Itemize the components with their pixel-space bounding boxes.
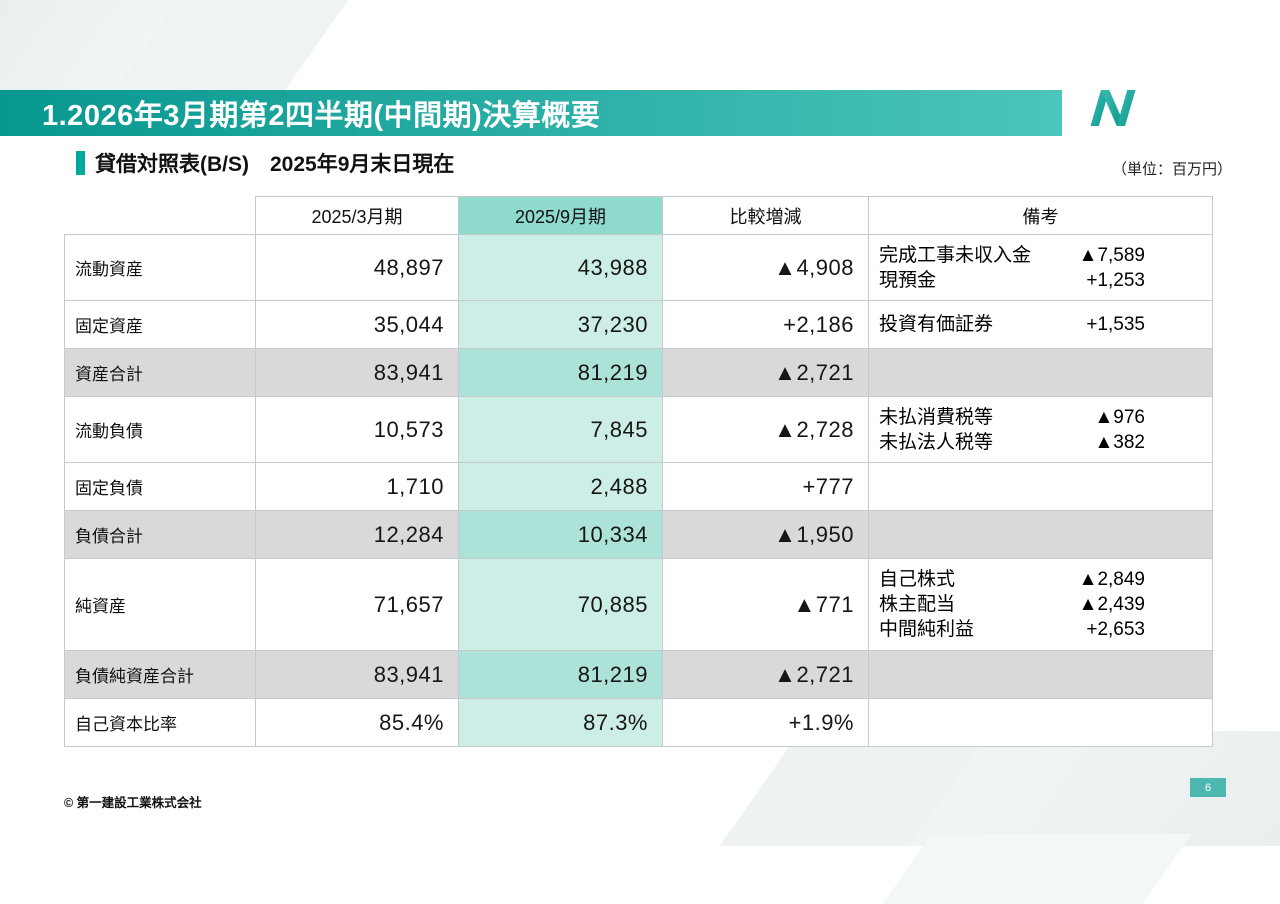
table-row: 資産合計 83,941 81,219 ▲2,721 xyxy=(64,348,1213,397)
difference-value: +2,186 xyxy=(662,300,869,349)
notes-cell: 自己株式 ▲2,849 株主配当 ▲2,439 中間純利益 +2,653 xyxy=(868,558,1213,651)
difference-value: +777 xyxy=(662,462,869,511)
row-label: 純資産 xyxy=(64,558,256,651)
note-item: 中間純利益 +2,653 xyxy=(879,617,1202,642)
table-row: 流動負債 10,573 7,845 ▲2,728 未払消費税等 ▲976 未払法人税等 ▲38… xyxy=(64,396,1213,463)
difference-value: ▲2,728 xyxy=(662,396,869,463)
note-item: 未払法人税等 ▲382 xyxy=(879,430,1202,455)
note-value: ▲976 xyxy=(1094,406,1145,428)
column-header: 2025/3月期 xyxy=(255,196,459,235)
note-item: 未払消費税等 ▲976 xyxy=(879,405,1202,430)
row-label: 負債合計 xyxy=(64,510,256,559)
prev-period-value: 71,657 xyxy=(255,558,459,651)
note-label: 未払法人税等 xyxy=(879,431,994,453)
unit-note: （単位：百万円） xyxy=(1111,161,1232,178)
difference-value: +1.9% xyxy=(662,698,869,747)
current-period-value: 2,488 xyxy=(458,462,663,511)
current-period-value: 43,988 xyxy=(458,234,663,301)
prev-period-value: 12,284 xyxy=(255,510,459,559)
prev-period-value: 85.4% xyxy=(255,698,459,747)
slide-title-bar: 1.2026年3月期第2四半期(中間期)決算概要 xyxy=(0,90,1062,136)
note-item: 自己株式 ▲2,849 xyxy=(879,567,1202,592)
note-value: ▲382 xyxy=(1094,431,1145,453)
table-row: 流動資産 48,897 43,988 ▲4,908 完成工事未収入金 ▲7,589 現預金 +… xyxy=(64,234,1213,301)
table-row: 負債合計 12,284 10,334 ▲1,950 xyxy=(64,510,1213,559)
notes-cell: 未払消費税等 ▲976 未払法人税等 ▲382 xyxy=(868,396,1213,463)
prev-period-value: 48,897 xyxy=(255,234,459,301)
note-label: 株主配当 xyxy=(879,594,956,615)
corner-decoration-bottom-right-2 xyxy=(719,731,991,846)
difference-value: ▲2,721 xyxy=(662,650,869,699)
table-row: 自己資本比率 85.4% 87.3% +1.9% xyxy=(64,698,1213,747)
prev-period-value: 1,710 xyxy=(255,462,459,511)
table-row: 固定資産 35,044 37,230 +2,186 投資有価証券 +1,535 xyxy=(64,300,1213,349)
current-period-value: 37,230 xyxy=(458,300,663,349)
notes-cell xyxy=(868,650,1213,699)
note-label: 投資有価証券 xyxy=(879,314,994,335)
current-period-value: 70,885 xyxy=(458,558,663,651)
difference-value: ▲1,950 xyxy=(662,510,869,559)
column-header: 比較増減 xyxy=(662,196,869,235)
column-header: 2025/9月期 xyxy=(458,196,663,235)
row-label: 流動負債 xyxy=(64,396,256,463)
note-item: 現預金 +1,253 xyxy=(879,268,1202,293)
note-label: 現預金 xyxy=(879,269,937,291)
difference-value: ▲2,721 xyxy=(662,348,869,397)
subtitle-row: 貸借対照表(B/S) 2025年9月末日現在 xyxy=(76,148,454,178)
current-period-value: 81,219 xyxy=(458,650,663,699)
column-header: 備考 xyxy=(868,196,1213,235)
note-label: 未払消費税等 xyxy=(879,406,994,428)
table-row: 負債純資産合計 83,941 81,219 ▲2,721 xyxy=(64,650,1213,699)
prev-period-value: 35,044 xyxy=(255,300,459,349)
table-row: 固定負債 1,710 2,488 +777 xyxy=(64,462,1213,511)
prev-period-value: 10,573 xyxy=(255,396,459,463)
balance-sheet-table: 2025/3月期 2025/9月期 比較増減 備考流動資産 48,897 43,988 ▲4… xyxy=(64,196,1213,747)
current-period-value: 10,334 xyxy=(458,510,663,559)
slide-title: 1.2026年3月期第2四半期(中間期)決算概要 xyxy=(42,100,601,132)
corner-decoration-bottom-right-3 xyxy=(868,834,1192,904)
notes-cell xyxy=(868,698,1213,747)
notes-cell xyxy=(868,510,1213,559)
note-value: ▲2,849 xyxy=(1078,569,1145,590)
notes-cell xyxy=(868,462,1213,511)
current-period-value: 7,845 xyxy=(458,396,663,463)
prev-period-value: 83,941 xyxy=(255,348,459,397)
row-label: 固定資産 xyxy=(64,300,256,349)
notes-cell: 投資有価証券 +1,535 xyxy=(868,300,1213,349)
slide-subtitle: 貸借対照表(B/S) 2025年9月末日現在 xyxy=(95,153,455,176)
note-label: 中間純利益 xyxy=(879,619,975,640)
note-value: +1,253 xyxy=(1086,269,1145,291)
table-row: 純資産 71,657 70,885 ▲771 自己株式 ▲2,849 株主配当 ▲2,439 中… xyxy=(64,558,1213,651)
notes-cell xyxy=(868,348,1213,397)
page-number-badge: 6 xyxy=(1190,778,1226,797)
note-item: 完成工事未収入金 ▲7,589 xyxy=(879,243,1202,268)
note-item: 株主配当 ▲2,439 xyxy=(879,592,1202,617)
note-value: +1,535 xyxy=(1086,314,1145,335)
row-label: 負債純資産合計 xyxy=(64,650,256,699)
company-logo xyxy=(1086,88,1140,133)
difference-value: ▲771 xyxy=(662,558,869,651)
row-label: 流動資産 xyxy=(64,234,256,301)
note-value: +2,653 xyxy=(1086,619,1145,640)
note-value: ▲2,439 xyxy=(1078,594,1145,615)
note-value: ▲7,589 xyxy=(1078,244,1145,266)
corner-header-cell xyxy=(65,197,256,235)
balance-sheet-table-container: 2025/3月期 2025/9月期 比較増減 備考流動資産 48,897 43,988 ▲4… xyxy=(64,196,1213,747)
row-label: 資産合計 xyxy=(64,348,256,397)
difference-value: ▲4,908 xyxy=(662,234,869,301)
row-label: 自己資本比率 xyxy=(64,698,256,747)
subtitle-accent-bar xyxy=(76,151,85,175)
company-logo-icon xyxy=(1090,90,1136,126)
current-period-value: 87.3% xyxy=(458,698,663,747)
note-label: 自己株式 xyxy=(879,569,956,590)
row-label: 固定負債 xyxy=(64,462,256,511)
note-item: 投資有価証券 +1,535 xyxy=(879,312,1202,337)
note-label: 完成工事未収入金 xyxy=(879,244,1032,266)
notes-cell: 完成工事未収入金 ▲7,589 現預金 +1,253 xyxy=(868,234,1213,301)
prev-period-value: 83,941 xyxy=(255,650,459,699)
copyright-footer: © 第一建設工業株式会社 xyxy=(64,796,202,810)
current-period-value: 81,219 xyxy=(458,348,663,397)
